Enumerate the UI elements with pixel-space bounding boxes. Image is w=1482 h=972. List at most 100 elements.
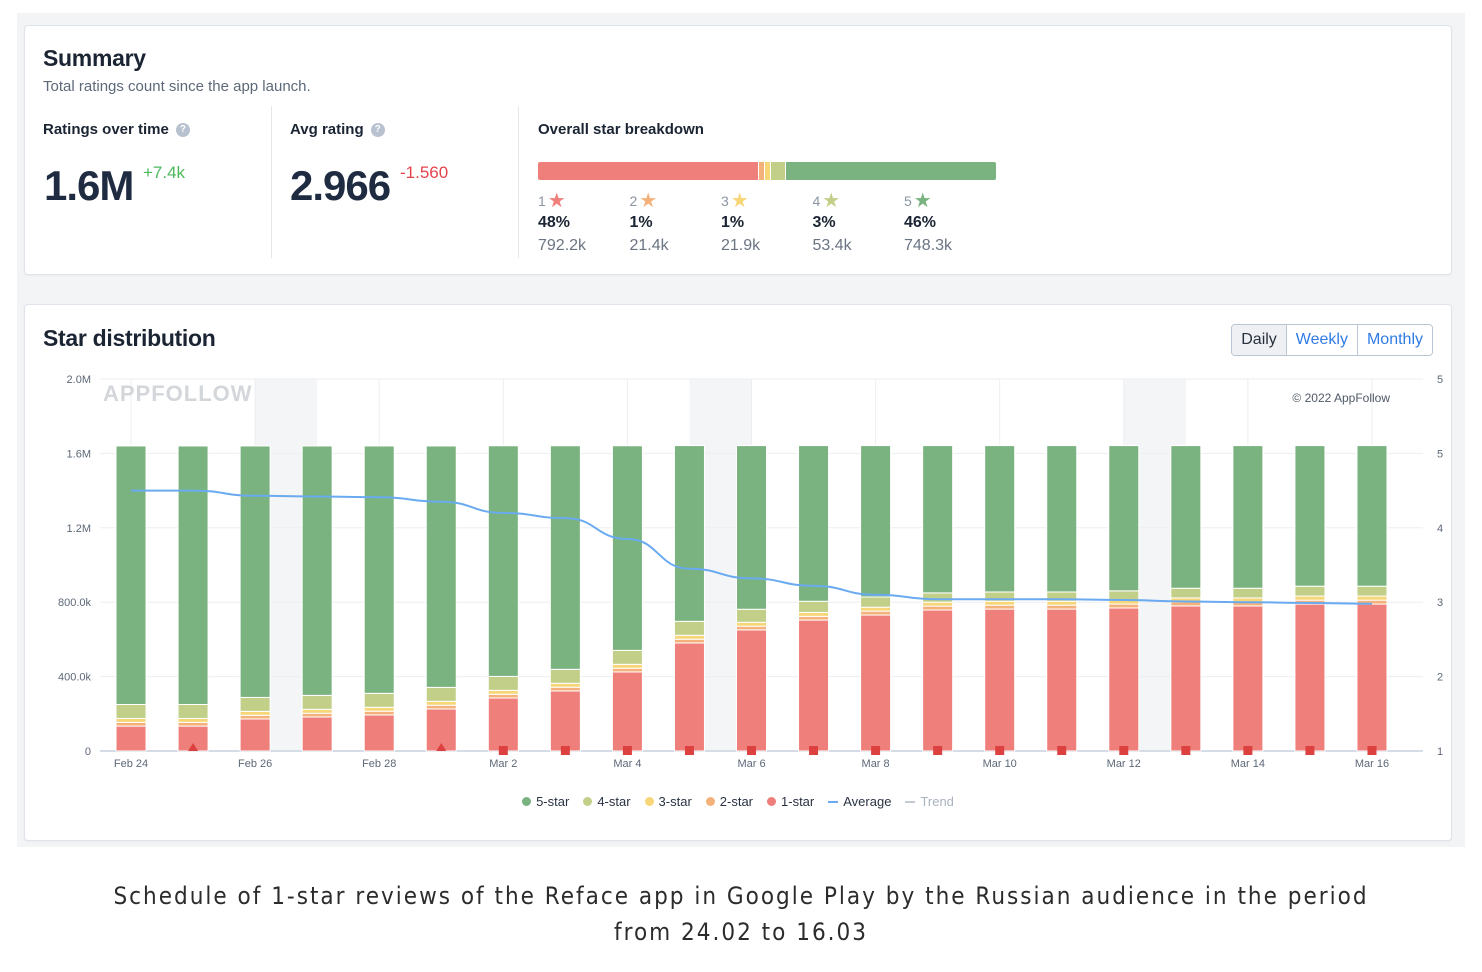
legend-item-1-star[interactable]: 1-star (767, 794, 814, 809)
bar-segment-1-star (301, 716, 333, 752)
star-percent: 48% (538, 214, 571, 231)
bar-segment-5-star (673, 445, 705, 622)
tab-weekly[interactable]: Weekly (1285, 325, 1357, 355)
bar-segment-2-star (487, 693, 519, 699)
tab-monthly[interactable]: Monthly (1356, 325, 1432, 355)
legend-item-3-star[interactable]: 3-star (644, 794, 692, 809)
legend-label: 5-star (536, 794, 570, 809)
bar-segment-5-star (860, 445, 892, 598)
bar-segment-5-star (425, 445, 457, 688)
bar-segment-4-star (1356, 585, 1388, 597)
bar-segment-2-star (1170, 601, 1202, 607)
bar-segment-1-star (1108, 607, 1140, 752)
bar-segment-4-star (363, 692, 395, 708)
star-percent: 1% (629, 214, 653, 231)
bar-segment-4-star (301, 694, 333, 710)
bar-segment-3-star (1046, 600, 1078, 606)
bar-segment-4-star (673, 620, 705, 636)
question-icon[interactable]: ? (370, 122, 385, 137)
x-tick-label: Feb 24 (114, 758, 148, 770)
event-marker-square (995, 746, 1005, 755)
bar-segment-5-star (363, 445, 395, 694)
y-tick-label: 1.2M (67, 523, 91, 535)
bar-segment-3-star (798, 611, 830, 617)
event-marker-square (1243, 746, 1253, 755)
bar-segment-1-star (487, 697, 519, 752)
legend-item-5-star[interactable]: 5-star (522, 794, 569, 809)
star-number: 2 (629, 193, 638, 209)
legend-dot-icon (583, 797, 593, 806)
star-rating-head: 4 ★ (813, 191, 903, 211)
summary-title: Summary (43, 45, 146, 71)
star-number: 4 (812, 193, 821, 209)
period-toggle: Daily Weekly Monthly (1231, 324, 1433, 356)
bar-segment-2-star (1108, 603, 1140, 609)
bar-segment-3-star (1356, 595, 1388, 601)
event-marker-square (622, 746, 632, 755)
bar-segment-5-star (922, 445, 954, 594)
event-marker-square (747, 746, 756, 755)
bar-segment-2-star (922, 605, 954, 611)
x-tick-label: Mar 8 (862, 758, 890, 770)
x-tick-label: Mar 4 (613, 758, 641, 770)
star-count: 748.3k (904, 237, 953, 254)
bar-segment-5-star (115, 445, 147, 706)
bar-segment-2-star (984, 604, 1016, 610)
star-number: 5 (904, 193, 912, 209)
legend-item-average[interactable]: Average (828, 794, 891, 809)
x-tick-label: Mar 10 (983, 758, 1017, 770)
bar-segment-3-star (611, 663, 643, 669)
bar-segment-1-star (860, 614, 892, 752)
event-marker-square (1181, 746, 1191, 755)
star-rating-head: 5 ★ (904, 191, 994, 211)
bar-segment-5-star (611, 445, 643, 651)
star-column-3: 3 ★ 1% 21.9k (721, 191, 811, 255)
bar-segment-3-star (115, 717, 147, 723)
legend-item-trend[interactable]: Trend (905, 794, 954, 809)
event-marker-square (560, 746, 570, 755)
avg-rating-value: 2.966 (290, 162, 391, 209)
bar-segment-1-star (736, 629, 767, 752)
bar-segment-5-star (239, 445, 271, 698)
legend-label: Average (843, 794, 892, 809)
bar-segment-4-star (1294, 585, 1326, 597)
star-rating-head: 1 ★ (538, 191, 628, 211)
legend-line-icon (905, 800, 916, 803)
bar-segment-5-star (301, 445, 333, 696)
bar-segment-2-star (611, 667, 643, 673)
copyright-label: © 2022 AppFollow (1292, 391, 1390, 405)
legend-dot-icon (644, 797, 654, 806)
bar-segment-1-star (922, 609, 954, 752)
bar-segment-4-star (549, 668, 581, 684)
event-marker-square (871, 746, 881, 755)
legend-item-2-star[interactable]: 2-star (705, 794, 753, 809)
tab-daily[interactable]: Daily (1232, 325, 1286, 355)
star-icon: ★ (913, 190, 932, 212)
bar-segment-4-star (1232, 587, 1264, 599)
summary-subtitle: Total ratings count since the app launch… (43, 78, 311, 95)
chart-legend: 5-star 4-star 3-star 2-star 1-star Average Tre… (25, 794, 1451, 809)
legend-item-4-star[interactable]: 4-star (583, 794, 631, 809)
question-icon[interactable]: ? (175, 122, 190, 137)
bar-segment-4-star (1170, 587, 1202, 599)
bar-segment-4-star (1108, 590, 1140, 601)
bar-segment-2-star (301, 712, 333, 718)
bar-segment-5-star (984, 445, 1016, 593)
bar-segment-1-star (673, 642, 705, 752)
bar-segment-5-star (798, 445, 830, 602)
bar-segment-2-star (673, 638, 705, 644)
bar-segment-3-star (860, 606, 892, 612)
x-tick-label: Mar 14 (1231, 758, 1265, 770)
bar-segment-4-star (177, 704, 209, 719)
legend-label: Trend (920, 794, 954, 809)
star-count: 792.2k (538, 237, 587, 254)
event-marker-square (1305, 746, 1315, 755)
x-tick-label: Mar 12 (1107, 758, 1141, 770)
bar-segment-1-star (1046, 608, 1078, 752)
bar-segment-5-star (487, 445, 519, 677)
bar-segment-2-star (860, 610, 892, 616)
y-right-tick-label: 4 (1437, 523, 1443, 535)
divider (271, 106, 272, 258)
star-column-4: 4 ★ 3% 53.4k (813, 191, 903, 255)
bar-segment-4-star (736, 608, 767, 623)
